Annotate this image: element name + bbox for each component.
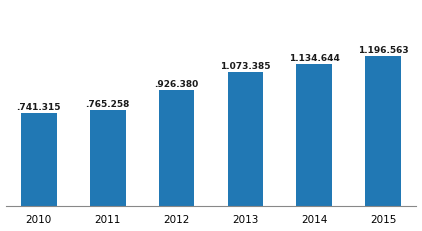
Bar <box>21 113 57 207</box>
Bar <box>159 90 195 207</box>
Text: .765.258: .765.258 <box>85 100 130 109</box>
Text: 1.073.385: 1.073.385 <box>220 62 271 71</box>
Bar <box>365 56 401 207</box>
Bar <box>227 72 263 207</box>
Bar <box>297 64 332 207</box>
Text: .926.380: .926.380 <box>154 80 199 89</box>
Bar <box>90 110 125 207</box>
Text: 1.196.563: 1.196.563 <box>358 46 408 55</box>
Text: 1.134.644: 1.134.644 <box>289 54 340 63</box>
Text: .741.315: .741.315 <box>16 103 61 112</box>
